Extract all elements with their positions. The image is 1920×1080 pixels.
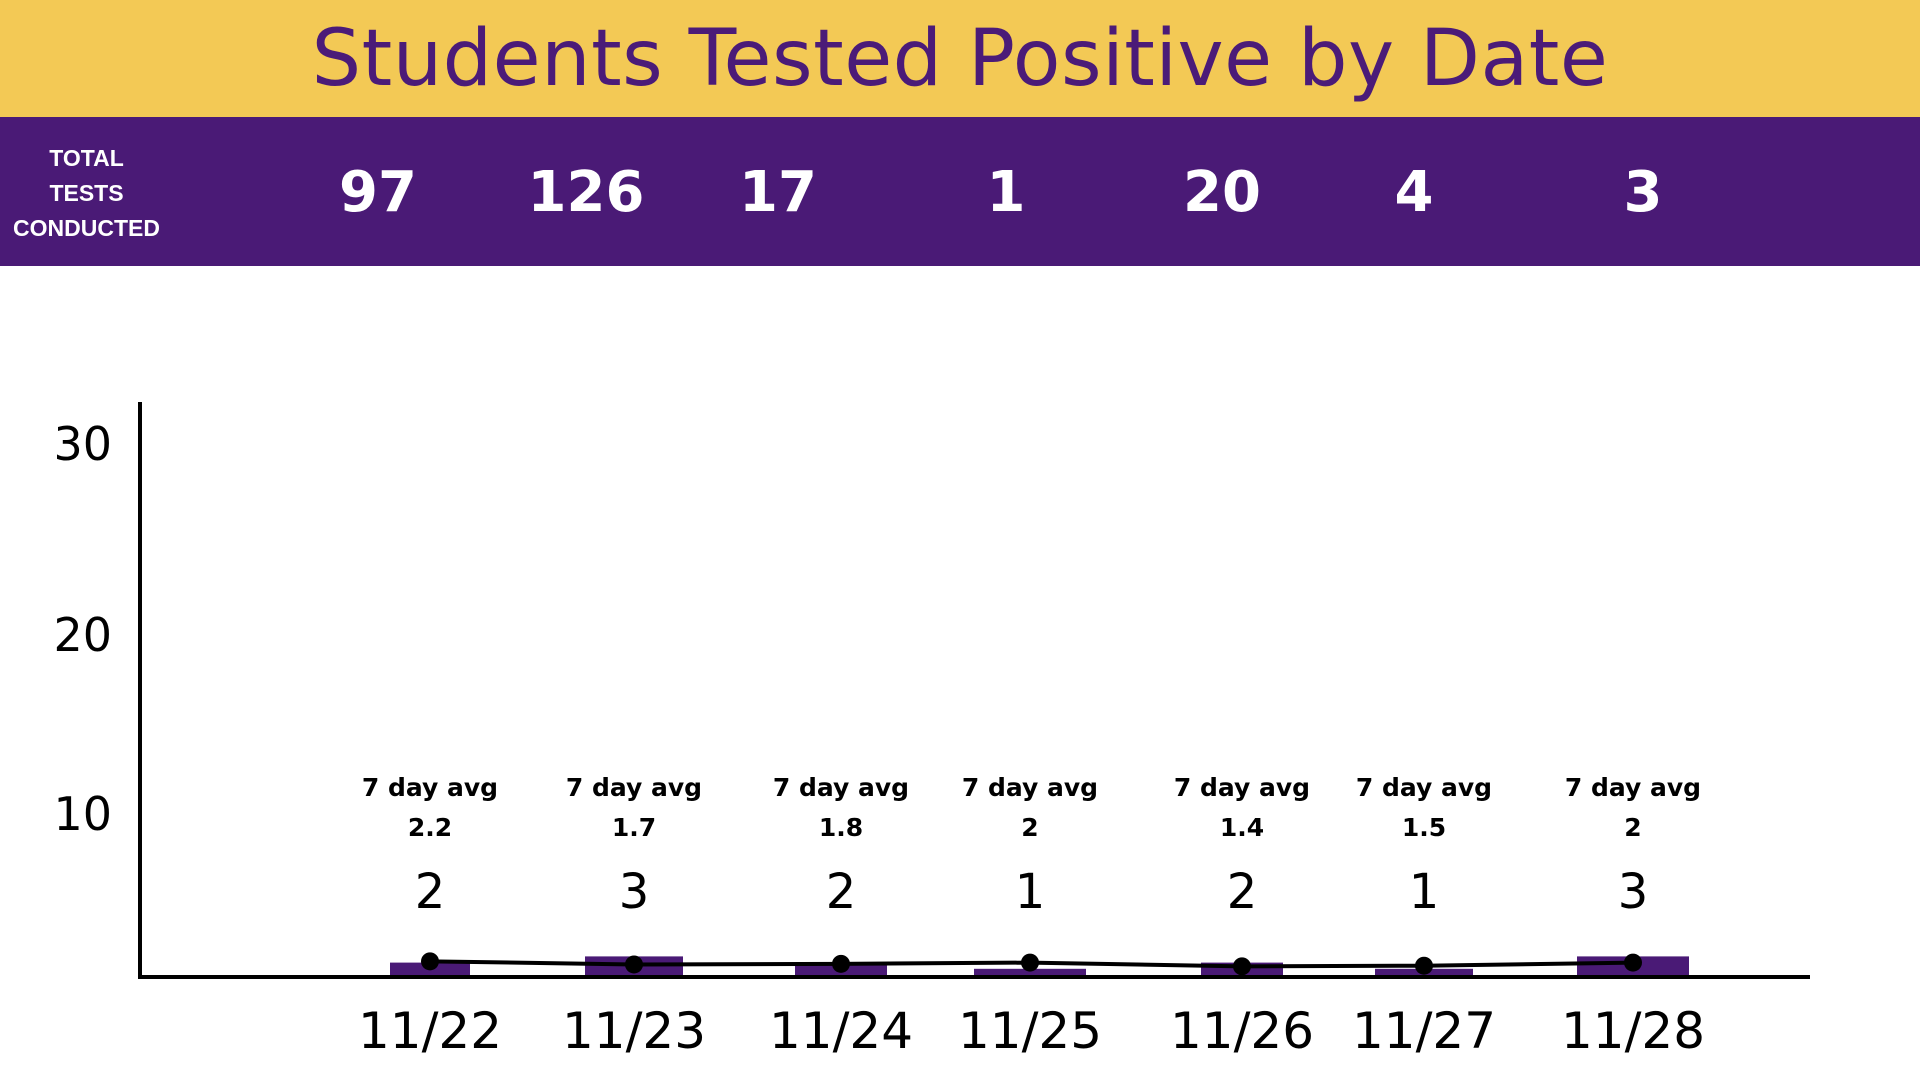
avg-value-label: 1.5	[1402, 813, 1446, 842]
x-tick-label: 11/27	[1352, 1002, 1496, 1060]
total-tests-label-line: CONDUCTED	[13, 215, 160, 241]
bar-value-label: 3	[1618, 864, 1649, 920]
y-tick-label: 30	[53, 417, 112, 471]
seven-day-avg-point	[625, 955, 643, 974]
avg-value-label: 1.8	[819, 813, 863, 842]
y-tick-label: 10	[53, 787, 112, 841]
tests-count-1123: 126	[527, 160, 645, 225]
total-tests-label-line: TESTS	[49, 180, 124, 206]
positive-cases-chart: 10 20 30 7 day avg 2.2 2 11/22 7 day avg 1.7 3 11/…	[53, 402, 1810, 1060]
page-title: Students Tested Positive by Date	[311, 13, 1609, 104]
seven-day-avg-point	[421, 952, 439, 971]
avg-value-label: 2	[1021, 813, 1038, 842]
total-tests-label: TOTAL TESTS CONDUCTED	[4, 141, 169, 246]
avg-caption: 7 day avg	[773, 773, 909, 802]
bar-value-label: 3	[619, 864, 650, 920]
x-tick-label: 11/28	[1561, 1002, 1705, 1060]
bar-value-label: 2	[826, 864, 857, 920]
avg-caption: 7 day avg	[362, 773, 498, 802]
tests-count-1125: 1	[986, 160, 1026, 225]
tests-count-1126: 20	[1183, 160, 1261, 225]
total-tests-band: TOTAL TESTS CONDUCTED 97 126 17 1 20 4 3	[0, 117, 1920, 266]
bar-value-label: 1	[1015, 864, 1046, 920]
avg-value-label: 1.7	[612, 813, 656, 842]
seven-day-avg-point	[1415, 956, 1433, 975]
x-tick-label: 11/22	[358, 1002, 502, 1060]
avg-caption: 7 day avg	[962, 773, 1098, 802]
title-band: Students Tested Positive by Date	[0, 0, 1920, 117]
seven-day-avg-point	[1233, 957, 1251, 976]
x-tick-label: 11/25	[958, 1002, 1102, 1060]
y-tick-label: 20	[53, 608, 112, 662]
seven-day-avg-point	[832, 954, 850, 973]
avg-caption: 7 day avg	[566, 773, 702, 802]
x-tick-label: 11/26	[1170, 1002, 1314, 1060]
avg-caption: 7 day avg	[1565, 773, 1701, 802]
seven-day-avg-point	[1021, 953, 1039, 972]
tests-count-1122: 97	[339, 160, 417, 225]
seven-day-avg-point	[1624, 953, 1642, 972]
bar-value-label: 1	[1409, 864, 1440, 920]
avg-value-label: 1.4	[1220, 813, 1264, 842]
tests-count-1127: 4	[1394, 160, 1434, 225]
bar-value-label: 2	[1227, 864, 1258, 920]
avg-caption: 7 day avg	[1174, 773, 1310, 802]
bar	[974, 968, 1086, 975]
avg-value-label: 2	[1624, 813, 1641, 842]
bar-value-label: 2	[415, 864, 446, 920]
tests-count-1124: 17	[739, 160, 817, 225]
x-tick-label: 11/23	[562, 1002, 706, 1060]
total-tests-label-line: TOTAL	[49, 145, 124, 171]
x-tick-label: 11/24	[769, 1002, 913, 1060]
avg-value-label: 2.2	[408, 813, 452, 842]
tests-count-1128: 3	[1623, 160, 1663, 225]
avg-caption: 7 day avg	[1356, 773, 1492, 802]
